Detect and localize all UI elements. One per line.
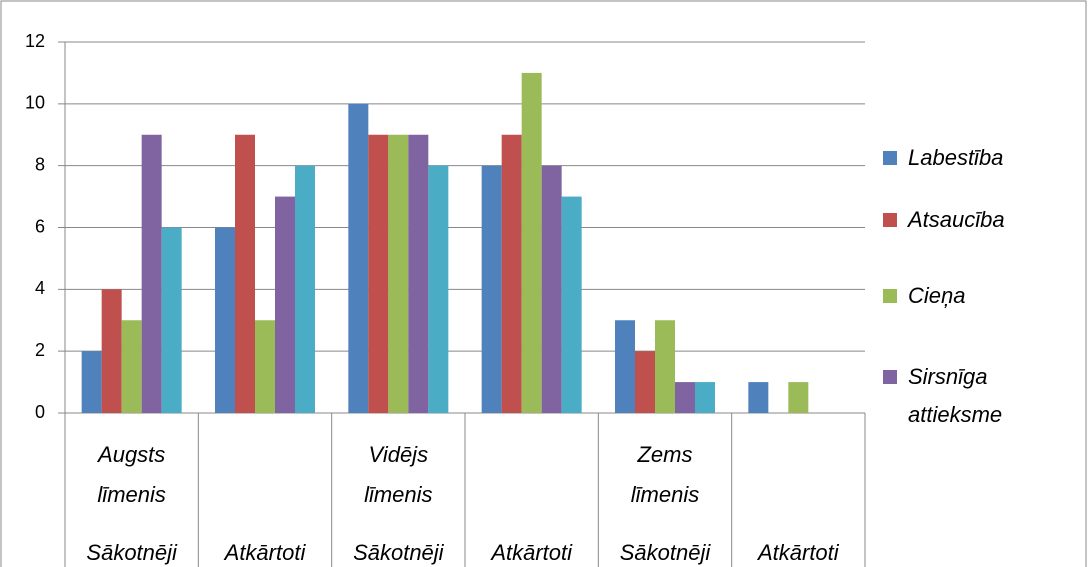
bar bbox=[408, 134, 429, 413]
bar bbox=[561, 196, 582, 413]
x-tick-label: Sākotnēji bbox=[86, 540, 177, 565]
y-tick-label: 4 bbox=[35, 278, 45, 298]
legend-swatch bbox=[883, 151, 897, 165]
x-tick-label: Atkārtoti bbox=[757, 540, 839, 565]
bar bbox=[655, 320, 675, 413]
y-tick-label: 12 bbox=[25, 31, 45, 51]
bar bbox=[615, 320, 635, 413]
bar bbox=[215, 227, 235, 413]
y-tick-label: 10 bbox=[25, 93, 45, 113]
bar bbox=[121, 320, 142, 413]
legend-swatch bbox=[883, 289, 897, 303]
bar bbox=[635, 351, 655, 413]
bar bbox=[788, 382, 809, 413]
bar bbox=[695, 382, 715, 413]
legend-label: Sirsnīga attieksme bbox=[908, 364, 1003, 427]
bar bbox=[161, 227, 182, 413]
bar bbox=[481, 165, 502, 413]
group-label: Zems līmenis bbox=[630, 442, 700, 507]
y-tick-label: 6 bbox=[35, 216, 45, 236]
legend-label: Atsaucība bbox=[908, 207, 1005, 232]
bar bbox=[501, 134, 522, 413]
legend-swatch bbox=[883, 213, 897, 227]
y-tick-label: 2 bbox=[35, 340, 45, 360]
bar bbox=[348, 103, 369, 413]
x-tick-label: Sākotnēji bbox=[353, 540, 444, 565]
group-label: Vidējs līmenis bbox=[364, 442, 433, 507]
bar bbox=[748, 382, 769, 413]
x-tick-label: Atkārtoti bbox=[491, 540, 573, 565]
bar bbox=[675, 382, 695, 413]
bar bbox=[521, 72, 542, 414]
y-tick-label: 0 bbox=[35, 402, 45, 422]
bar bbox=[295, 165, 315, 413]
x-tick-label: Atkārtoti bbox=[224, 540, 306, 565]
y-tick-label: 8 bbox=[35, 154, 45, 174]
bar bbox=[541, 165, 562, 413]
x-tick-label: Sākotnēji bbox=[619, 540, 711, 565]
legend-label: Cieņa bbox=[908, 283, 966, 308]
bar bbox=[235, 134, 255, 413]
bar bbox=[368, 134, 389, 413]
legend-label: Labestība bbox=[908, 145, 1004, 170]
bar bbox=[255, 320, 275, 413]
bar bbox=[141, 134, 162, 413]
bar bbox=[101, 289, 122, 413]
bar bbox=[388, 134, 409, 413]
bar bbox=[275, 196, 295, 413]
bar bbox=[428, 165, 449, 413]
group-label: Augsts līmenis bbox=[97, 442, 166, 507]
legend-swatch bbox=[883, 370, 897, 384]
bar bbox=[81, 351, 102, 413]
